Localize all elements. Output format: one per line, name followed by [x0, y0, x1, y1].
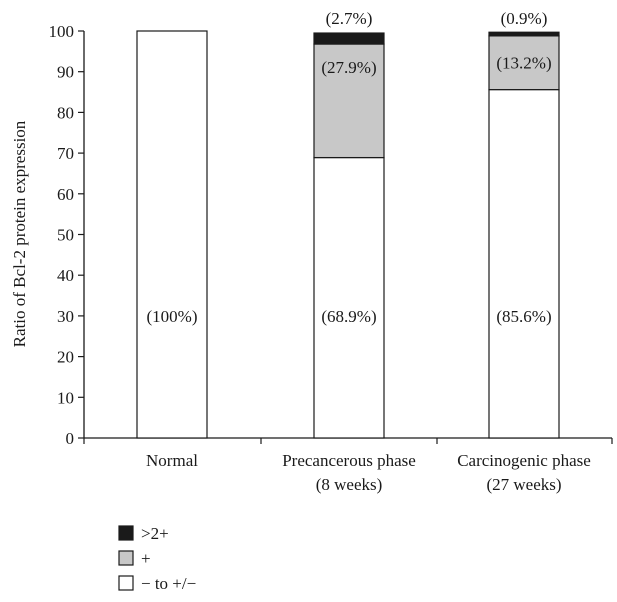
bars: [136, 30, 560, 439]
bar-segment: [313, 43, 385, 159]
x-category-label: (27 weeks): [486, 475, 561, 494]
data-label: (85.6%): [496, 307, 551, 326]
data-label: (68.9%): [321, 307, 376, 326]
y-tick-label: 50: [57, 226, 74, 245]
bar-segment: [313, 32, 385, 45]
y-tick-label: 90: [57, 63, 74, 82]
x-category-label: Precancerous phase: [282, 451, 416, 470]
data-label: (100%): [147, 307, 198, 326]
legend-swatch: [118, 525, 134, 541]
x-category-label: (8 weeks): [316, 475, 383, 494]
bar-segment: [488, 31, 560, 37]
legend-label: − to +/−: [141, 574, 196, 593]
y-axis-label: Ratio of Bcl-2 protein expression: [10, 120, 29, 347]
y-tick-label: 40: [57, 266, 74, 285]
data-labels: (100%) (68.9%) (85.6%) (27.9%) (13.2%) (2.7%)…: [147, 9, 552, 326]
x-category-label: Carcinogenic phase: [457, 451, 591, 470]
y-tick-label: 20: [57, 348, 74, 367]
legend-swatch: [118, 575, 134, 591]
x-category-label: Normal: [146, 451, 198, 470]
y-tick-label: 60: [57, 185, 74, 204]
bar-segment: [136, 30, 208, 439]
legend: >2+ + − to +/−: [118, 524, 196, 593]
bar-segment: [313, 156, 385, 439]
bar-segment: [488, 89, 560, 439]
y-tick-label: 80: [57, 103, 74, 122]
legend-label: +: [141, 549, 151, 568]
legend-swatch: [118, 550, 134, 566]
y-tick-label: 0: [66, 429, 75, 448]
data-label: (27.9%): [321, 58, 376, 77]
data-label: (0.9%): [501, 9, 548, 28]
data-label: (2.7%): [326, 9, 373, 28]
y-tick-label: 100: [49, 22, 75, 41]
legend-label: >2+: [141, 524, 169, 543]
axes: 0 10 20 30 40 50 60 70 80 90 100 Ratio of Bcl-2 pro…: [10, 22, 613, 494]
y-tick-label: 70: [57, 144, 74, 163]
y-tick-label: 10: [57, 388, 74, 407]
y-tick-label: 30: [57, 307, 74, 326]
data-label: (13.2%): [496, 54, 551, 73]
